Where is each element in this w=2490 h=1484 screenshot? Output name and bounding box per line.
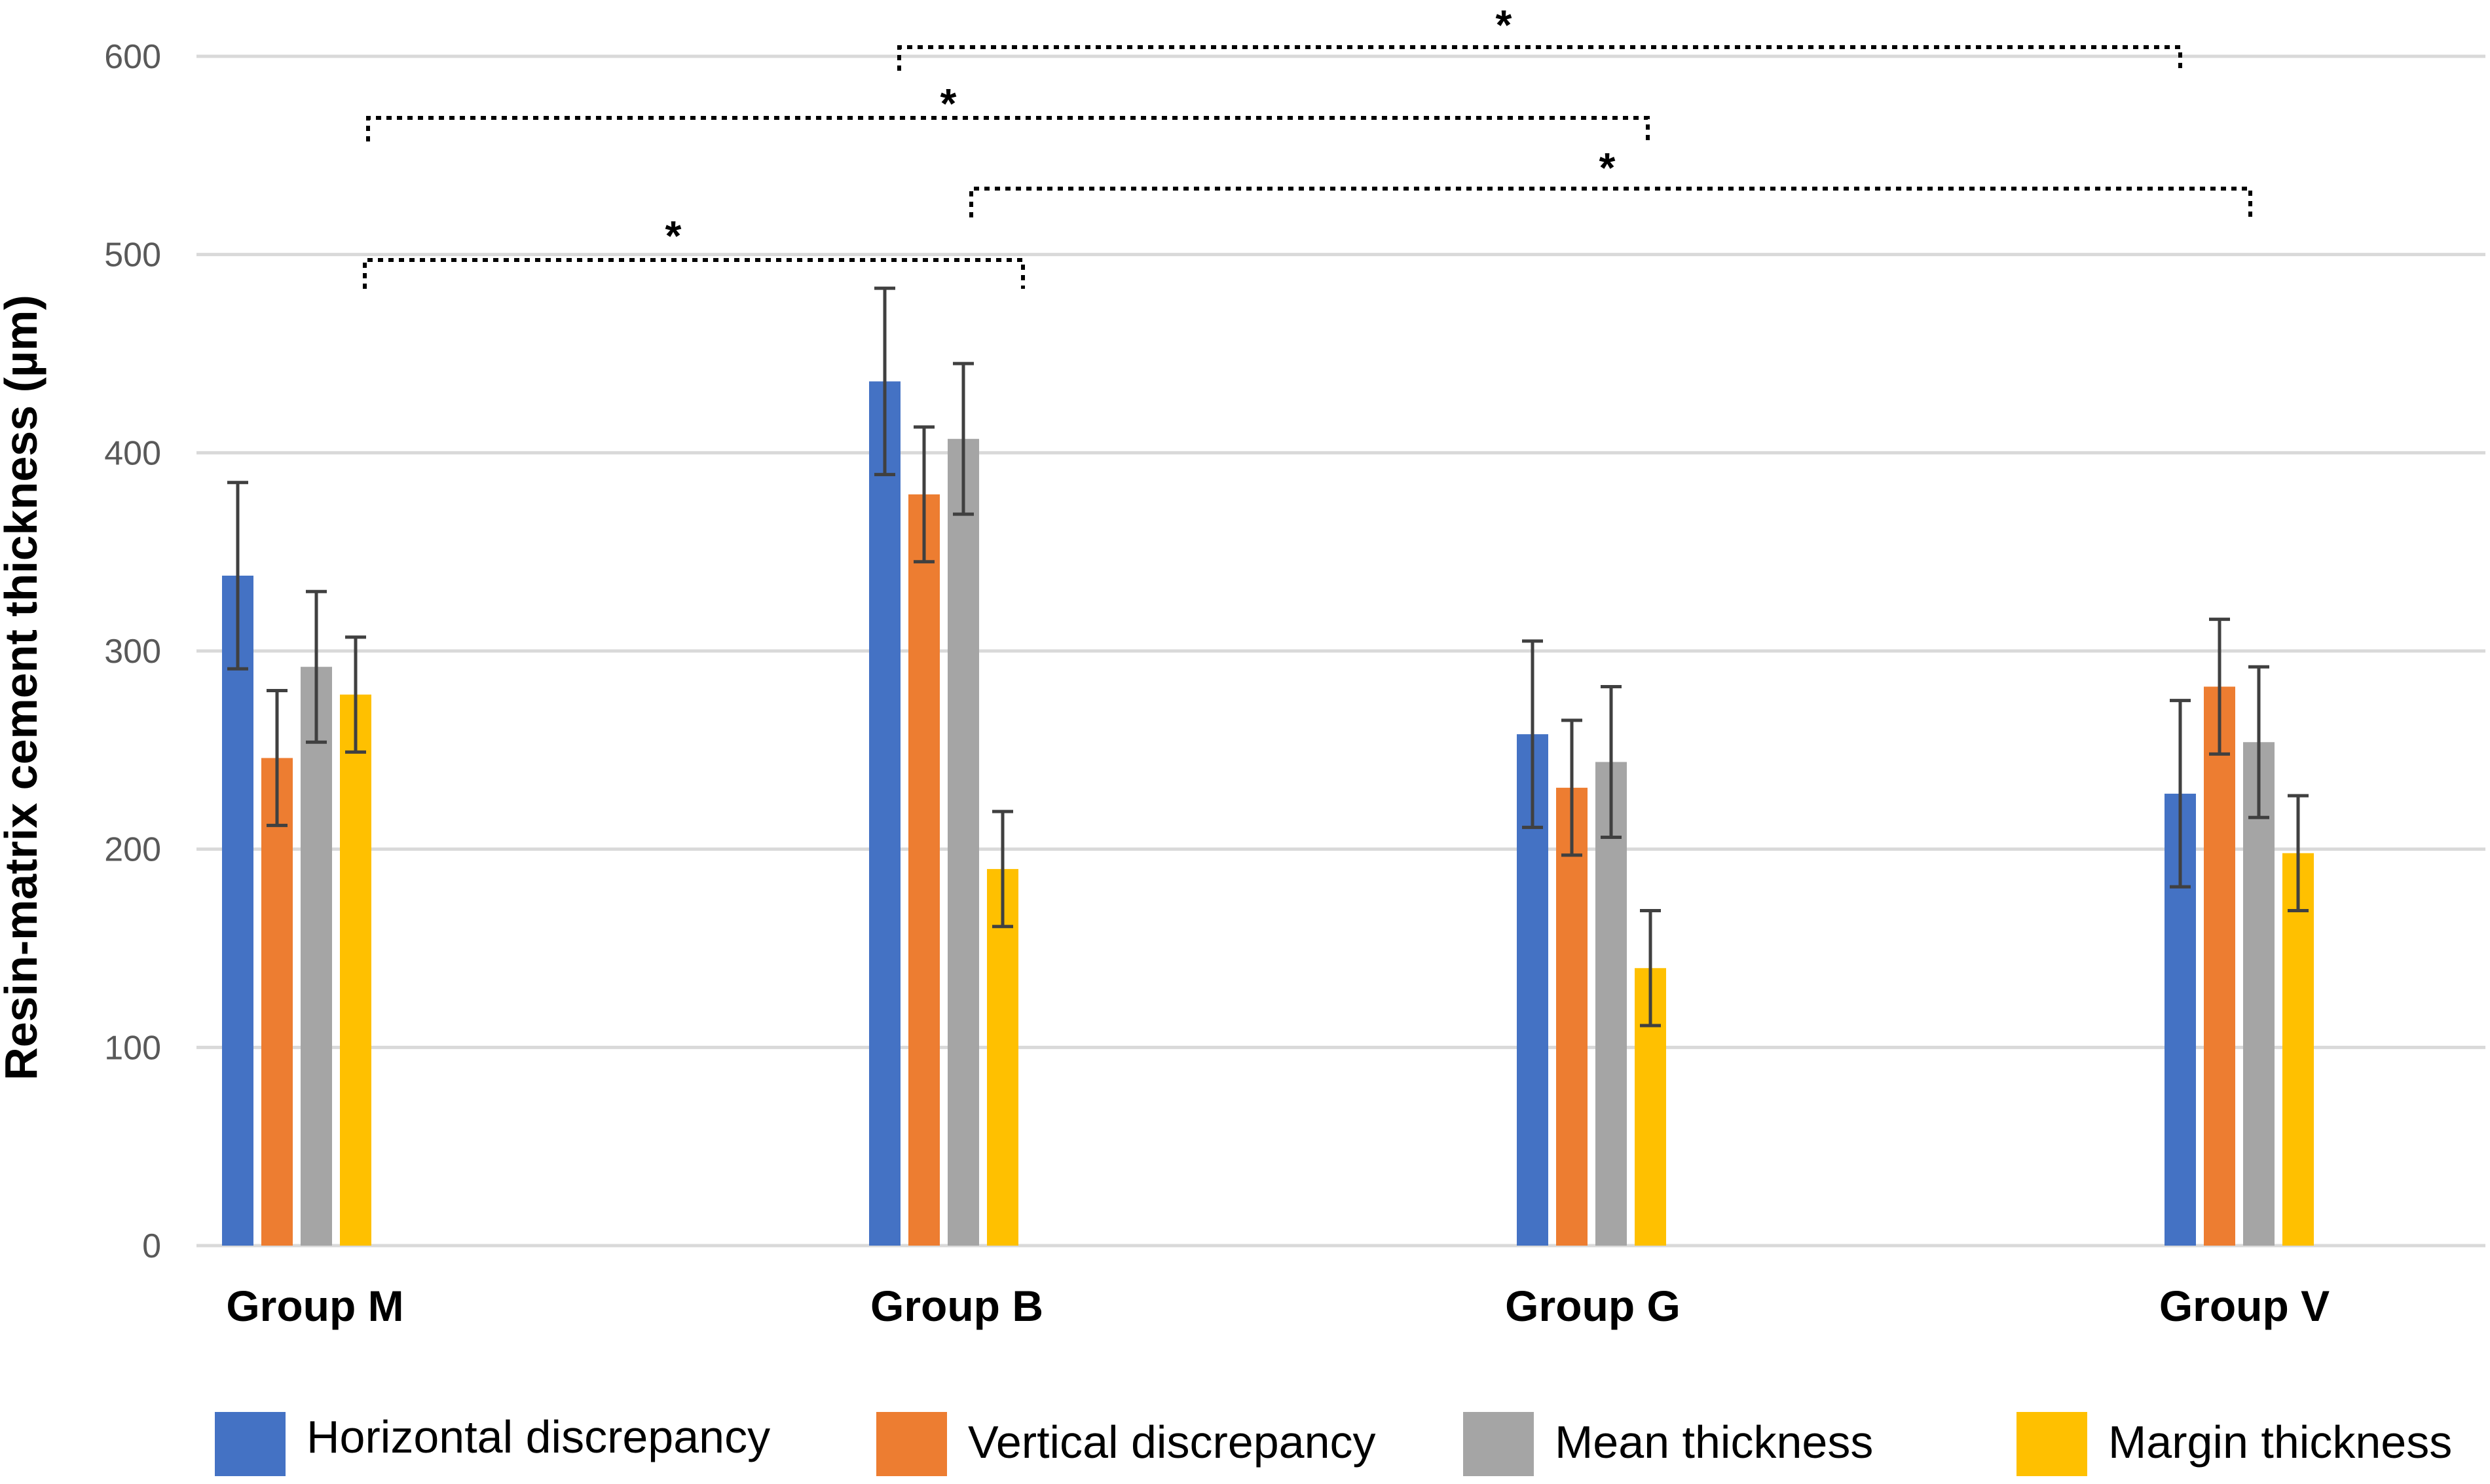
bar-group-b-3 (948, 439, 979, 1246)
error-bar-group-b-2 (914, 425, 935, 564)
error-bar-group-m-3 (306, 589, 327, 744)
error-bar-group-g-3 (1601, 684, 1622, 840)
legend-swatch (1463, 1412, 1534, 1476)
legend-swatch (215, 1412, 286, 1476)
legend-label: Horizontal discrepancy (307, 1411, 770, 1462)
error-bar-group-g-2 (1561, 718, 1582, 857)
significance-star: * (1599, 144, 1616, 191)
category-label-2: Group B (870, 1282, 1043, 1330)
y-tick-label-500: 500 (104, 236, 161, 274)
bar-group-v-2 (2204, 686, 2235, 1246)
bar-group-b-4 (987, 868, 1018, 1246)
error-bar-group-v-4 (2288, 794, 2309, 912)
bracket-line (366, 116, 1650, 141)
y-axis-title: Resin-matrix cement thickness (µm) (0, 295, 46, 1081)
bar-group-b-2 (908, 494, 940, 1246)
significance-bracket-3: * (897, 1, 2182, 71)
bar-group-g-3 (1595, 762, 1627, 1246)
category-label-1: Group M (226, 1282, 403, 1330)
category-label-3: Group G (1505, 1282, 1681, 1330)
error-bar-group-m-1 (227, 481, 248, 671)
bar-group-m-4 (340, 694, 371, 1246)
error-bar-group-g-1 (1522, 639, 1543, 829)
legend-item-4: Margin thickness (2016, 1412, 2452, 1476)
error-bar-group-b-3 (953, 362, 974, 516)
legend-label: Mean thickness (1555, 1417, 1873, 1468)
significance-bracket-4: * (969, 144, 2252, 217)
y-tick-label-0: 0 (142, 1227, 161, 1265)
error-bar-group-m-2 (267, 689, 288, 827)
bracket-line (897, 45, 2182, 71)
significance-star: * (940, 80, 957, 127)
gridlines (196, 54, 2485, 1248)
error-bars (227, 286, 2309, 1028)
error-bar-group-m-4 (345, 635, 366, 754)
significance-star: * (665, 212, 682, 259)
bar-group-g-2 (1556, 787, 1588, 1246)
legend-swatch (2016, 1412, 2087, 1476)
bar-group-m-1 (222, 575, 253, 1246)
legend-swatch (876, 1412, 947, 1476)
y-tick-label-300: 300 (104, 633, 161, 671)
y-tick-label-100: 100 (104, 1029, 161, 1067)
legend-item-3: Mean thickness (1463, 1412, 1873, 1476)
legend: Horizontal discrepancy Vertical discrepan… (215, 1411, 2452, 1476)
y-axis-tick-labels: 0 100 200 300 400 500 600 (104, 38, 161, 1265)
error-bar-group-v-2 (2209, 618, 2230, 756)
x-axis-category-labels: Group M Group B Group G Group V (226, 1282, 2330, 1330)
y-tick-label-200: 200 (104, 831, 161, 869)
legend-label: Vertical discrepancy (968, 1417, 1376, 1468)
error-bar-group-b-1 (874, 286, 895, 477)
significance-bracket-2: * (366, 80, 1650, 141)
bar-group-v-3 (2243, 742, 2275, 1246)
significance-star: * (1496, 1, 1512, 48)
y-tick-label-600: 600 (104, 38, 161, 76)
bar-group-m-2 (261, 758, 293, 1246)
bracket-line (363, 258, 1025, 289)
legend-label: Margin thickness (2108, 1417, 2452, 1468)
significance-brackets: * * * * (363, 1, 2252, 289)
y-tick-label-400: 400 (104, 434, 161, 472)
error-bar-group-b-4 (992, 809, 1013, 929)
bar-group-b-1 (869, 381, 901, 1246)
error-bar-group-g-4 (1640, 908, 1661, 1028)
bar-group-m-3 (301, 667, 332, 1246)
bar-series (222, 381, 2314, 1246)
legend-item-1: Horizontal discrepancy (215, 1411, 770, 1476)
category-label-4: Group V (2159, 1282, 2330, 1330)
error-bar-group-v-1 (2170, 699, 2191, 889)
error-bar-group-v-3 (2248, 665, 2269, 819)
bar-group-v-4 (2282, 853, 2314, 1246)
bracket-line (969, 187, 2252, 217)
legend-item-2: Vertical discrepancy (876, 1412, 1376, 1476)
significance-bracket-1: * (363, 212, 1025, 289)
